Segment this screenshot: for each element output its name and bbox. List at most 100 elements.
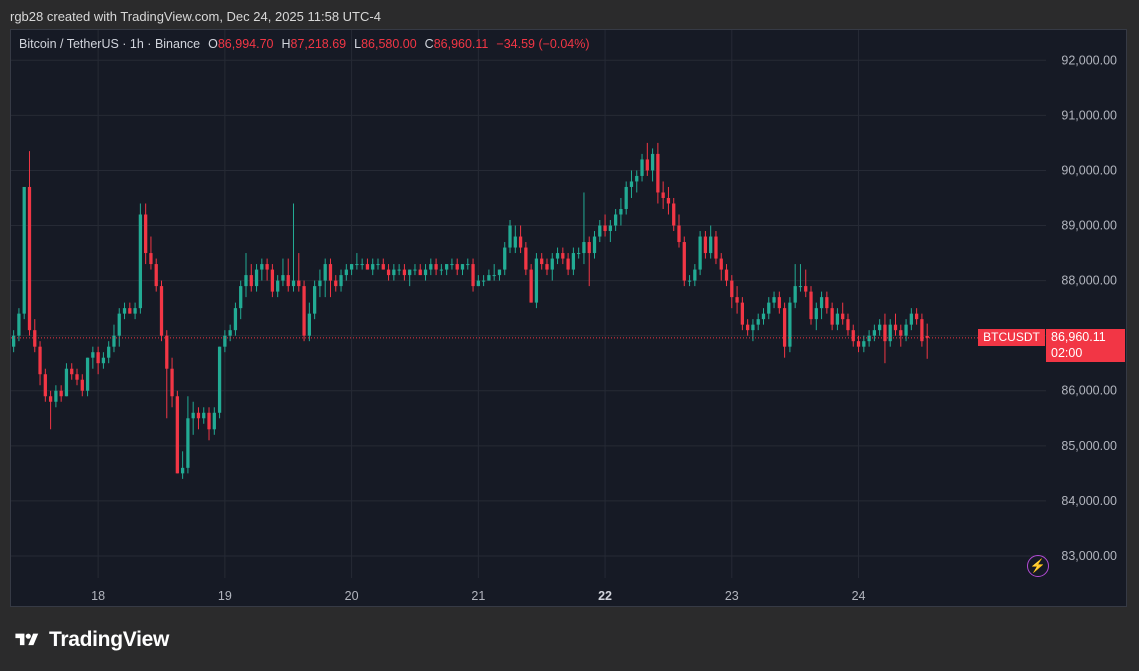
candle-body — [312, 286, 317, 314]
candle-body — [661, 192, 665, 198]
candle-body — [893, 324, 898, 331]
candle-body — [175, 396, 179, 474]
candle-body — [276, 280, 280, 292]
candle-body — [191, 412, 195, 419]
chart-caption: rgb28 created with TradingView.com, Dec … — [10, 9, 381, 24]
candle-body — [624, 186, 628, 209]
candle-body — [138, 214, 143, 309]
candle-body — [619, 208, 623, 215]
candle-body — [487, 275, 491, 281]
candle-body — [793, 286, 797, 303]
candle-body — [555, 253, 560, 259]
candle-body — [144, 214, 148, 254]
candle-body — [650, 153, 655, 171]
candle-body — [835, 313, 840, 325]
candle-body — [693, 269, 697, 281]
candle-body — [418, 269, 422, 276]
candle-body — [128, 308, 132, 314]
candle-body — [202, 412, 206, 419]
candle-body — [281, 275, 285, 281]
chart-panel[interactable]: 83,000.0084,000.0085,000.0086,000.0087,0… — [10, 29, 1127, 607]
candle-body — [724, 269, 729, 281]
tradingview-brand: TradingView — [11, 627, 169, 653]
candle-body — [244, 275, 248, 287]
y-tick-label: 83,000.00 — [1061, 549, 1117, 563]
legend-open-value: 86,994.70 — [217, 37, 274, 51]
candle-body — [64, 368, 69, 397]
candle-body — [819, 297, 824, 309]
candle-body — [672, 203, 676, 226]
candle-body — [239, 286, 243, 309]
candle-body — [349, 264, 354, 270]
candle-body — [371, 264, 375, 270]
y-tick-label: 84,000.00 — [1061, 494, 1117, 508]
legend-close-label: C — [424, 37, 434, 51]
bar-countdown: 02:00 — [1051, 345, 1083, 360]
candle-body — [899, 330, 903, 336]
candle-body — [360, 264, 364, 266]
candle-body — [492, 275, 496, 277]
candle-body — [540, 258, 544, 265]
candle-body — [291, 280, 296, 287]
x-tick-label: 18 — [91, 589, 105, 603]
candle-body — [85, 357, 90, 391]
candle-body — [270, 269, 275, 292]
candle-body — [740, 302, 745, 325]
candle-body — [872, 330, 877, 336]
lightning-bolt-icon[interactable]: ⚡ — [1027, 555, 1049, 577]
candle-body — [645, 159, 649, 171]
candle-body — [450, 264, 454, 266]
candle-body — [587, 242, 591, 254]
candle-body — [339, 275, 343, 287]
candle-body — [904, 324, 908, 336]
candle-body — [54, 390, 58, 402]
candle-body — [133, 308, 137, 314]
candle-body — [180, 467, 185, 474]
candle-body — [402, 269, 407, 276]
candle-body — [165, 335, 169, 369]
candle-body — [233, 308, 238, 331]
candle-body — [851, 330, 855, 342]
candle-body — [687, 280, 692, 282]
candle-body — [117, 313, 121, 336]
candle-body — [445, 264, 449, 270]
candle-body — [334, 280, 338, 287]
candle-body — [112, 335, 116, 347]
candle-body — [27, 186, 32, 331]
candle-body — [830, 308, 834, 325]
candle-body — [70, 368, 74, 375]
candle-body — [471, 264, 475, 287]
candle-body — [888, 324, 892, 342]
candle-body — [460, 264, 465, 270]
candle-body — [33, 330, 37, 347]
legend-low-label: L — [354, 37, 362, 51]
candle-body — [59, 390, 63, 397]
candle-body — [75, 374, 79, 380]
candle-body — [212, 412, 216, 430]
y-tick-label: 86,000.00 — [1061, 384, 1117, 398]
candle-body — [592, 236, 597, 254]
candle-body — [719, 258, 723, 270]
candle-body — [635, 175, 639, 182]
candle-body — [677, 225, 681, 243]
candle-body — [101, 357, 106, 364]
candle-body — [640, 159, 644, 176]
candle-body — [408, 269, 412, 276]
candle-body — [392, 269, 396, 276]
last-price-value: 86,960.11 — [1051, 329, 1106, 344]
candle-body — [265, 264, 269, 270]
candlestick-chart[interactable]: 83,000.0084,000.0085,000.0086,000.0087,0… — [11, 30, 1128, 608]
candle-body — [80, 379, 84, 391]
candle-body — [503, 247, 507, 270]
candle-body — [883, 324, 887, 342]
candle-body — [788, 302, 792, 347]
candle-body — [598, 225, 602, 237]
y-tick-label: 85,000.00 — [1061, 439, 1117, 453]
x-tick-label: 22 — [598, 589, 612, 603]
candle-body — [376, 264, 380, 266]
candle-body — [429, 264, 433, 270]
candle-body — [735, 297, 739, 303]
legend-symbol[interactable]: Bitcoin / TetherUS · 1h · Binance — [19, 37, 201, 51]
candle-body — [365, 264, 370, 270]
candle-body — [508, 225, 512, 248]
